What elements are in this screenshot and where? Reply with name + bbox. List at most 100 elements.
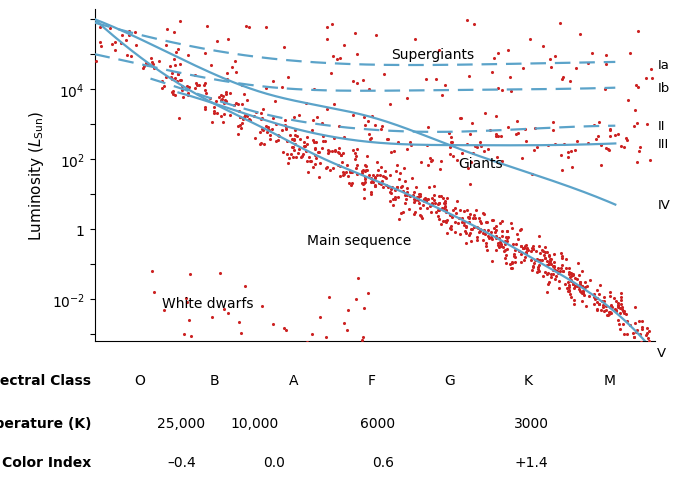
Point (645, 66, 657, 74)
Point (191, 82, 202, 90)
Point (174, 77, 186, 85)
Point (256, 110, 267, 118)
Point (511, 131, 522, 139)
Point (516, 226, 527, 233)
Point (220, 98, 232, 106)
Point (518, 257, 529, 265)
Point (564, 268, 575, 276)
Point (576, 283, 587, 290)
Point (330, 148, 341, 156)
Point (414, 192, 425, 200)
Point (559, 140, 570, 148)
Point (401, 192, 412, 199)
Point (314, 149, 325, 157)
Point (596, 297, 608, 305)
Point (528, 147, 539, 155)
Point (528, 246, 539, 254)
Point (574, 287, 585, 295)
Point (495, 219, 506, 227)
Point (563, 287, 574, 295)
Point (307, 136, 318, 144)
Point (629, 333, 640, 341)
Point (358, 305, 370, 313)
Point (486, 236, 497, 243)
Point (327, 21, 338, 29)
Point (463, 165, 474, 173)
Point (199, 80, 211, 88)
Point (254, 129, 265, 137)
Point (454, 207, 466, 215)
Point (367, 112, 378, 120)
Point (461, 141, 472, 149)
Point (251, 109, 262, 117)
Point (505, 260, 516, 268)
Point (276, 126, 288, 134)
Point (248, 113, 260, 121)
Point (501, 227, 512, 235)
Point (167, 88, 178, 96)
Point (323, 147, 334, 155)
Point (480, 109, 491, 117)
Point (387, 202, 398, 210)
Point (521, 250, 532, 257)
Point (220, 89, 232, 97)
Point (183, 92, 194, 100)
Point (399, 192, 410, 199)
Point (167, 76, 178, 84)
Point (567, 270, 578, 278)
Point (450, 228, 461, 236)
Point (643, 337, 655, 345)
Point (218, 100, 230, 107)
Point (526, 257, 537, 264)
Point (368, 179, 379, 186)
Point (358, 167, 369, 175)
Point (206, 119, 218, 126)
Point (412, 195, 423, 202)
Point (647, 344, 658, 352)
Point (223, 309, 234, 317)
Point (380, 175, 391, 182)
Point (302, 338, 313, 346)
Point (368, 171, 379, 179)
Point (470, 207, 481, 214)
Point (599, 293, 610, 301)
Point (564, 287, 575, 295)
Point (643, 328, 655, 335)
Point (502, 234, 513, 242)
Point (347, 77, 358, 85)
Point (499, 254, 510, 262)
Point (216, 96, 228, 104)
Point (518, 244, 529, 252)
Point (641, 330, 652, 337)
Point (622, 97, 633, 105)
Point (342, 307, 353, 315)
Point (580, 279, 591, 287)
Point (351, 165, 362, 172)
Point (385, 186, 396, 194)
Point (398, 208, 409, 216)
Point (645, 344, 656, 352)
Point (446, 138, 457, 146)
Point (410, 36, 421, 44)
Point (95, 43, 106, 50)
Point (435, 158, 447, 166)
Point (146, 55, 157, 62)
Point (598, 301, 609, 309)
Point (619, 309, 630, 317)
Point (321, 164, 332, 172)
Point (256, 126, 267, 134)
Point (123, 29, 134, 36)
Point (496, 233, 507, 241)
Point (339, 134, 350, 142)
Point (307, 330, 318, 338)
Point (142, 62, 153, 70)
Point (499, 241, 510, 249)
Point (465, 230, 476, 238)
Point (335, 172, 346, 180)
Point (390, 186, 401, 194)
Point (298, 143, 309, 151)
Point (517, 245, 528, 253)
Point (486, 217, 498, 225)
Point (615, 289, 626, 297)
Point (424, 184, 435, 192)
